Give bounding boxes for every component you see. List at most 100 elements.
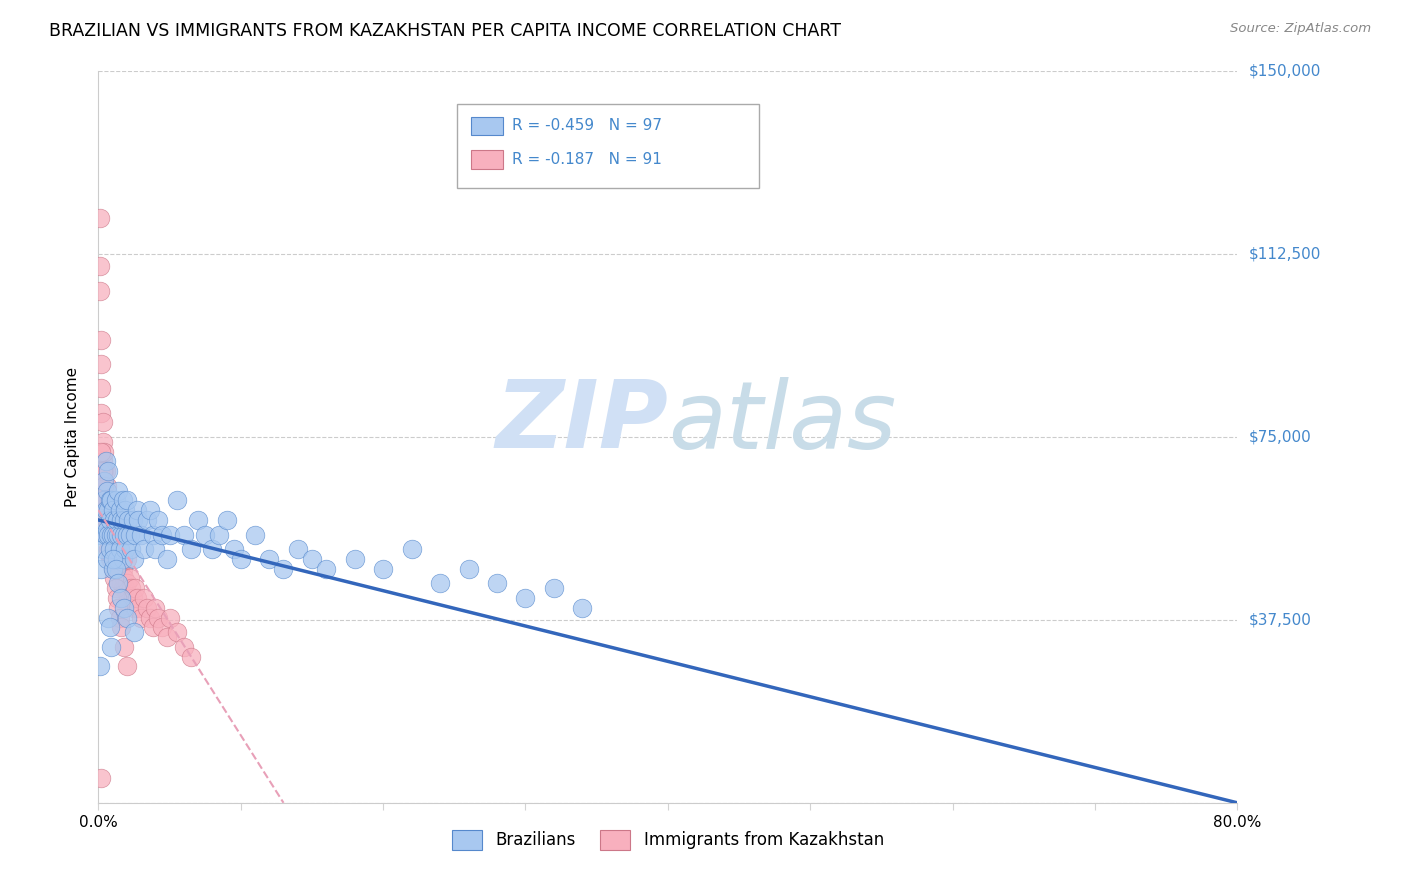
Point <box>96 503 118 517</box>
Point <box>110 527 132 541</box>
Point <box>121 591 143 605</box>
Point <box>89 464 111 478</box>
Point <box>117 513 139 527</box>
Point <box>96 479 118 493</box>
Point <box>145 600 167 615</box>
Point <box>215 513 238 527</box>
Point <box>110 576 132 591</box>
Point <box>122 625 145 640</box>
Point <box>105 513 128 527</box>
Point <box>91 474 114 488</box>
Point <box>98 513 121 527</box>
Point <box>115 552 138 566</box>
Point <box>132 542 155 557</box>
Point <box>187 513 209 527</box>
Point <box>111 552 134 566</box>
Point <box>243 527 266 541</box>
Point <box>121 513 143 527</box>
Point <box>138 503 160 517</box>
Point <box>90 772 112 786</box>
Bar <box>471 151 503 169</box>
Point <box>135 513 157 527</box>
Point <box>115 527 138 541</box>
Point <box>115 493 138 508</box>
Text: atlas: atlas <box>668 377 896 468</box>
Point <box>97 464 120 478</box>
Point <box>543 581 565 595</box>
Point <box>97 513 120 527</box>
Text: $37,500: $37,500 <box>1249 613 1312 627</box>
Point <box>401 542 423 557</box>
Point <box>98 493 121 508</box>
Point <box>103 542 125 557</box>
Point <box>104 527 127 541</box>
Point <box>201 542 224 557</box>
Point <box>159 527 181 541</box>
Text: R = -0.459   N = 97: R = -0.459 N = 97 <box>512 118 662 133</box>
Point <box>107 600 129 615</box>
Point <box>104 552 127 566</box>
Point <box>97 542 120 557</box>
Point <box>94 454 117 468</box>
Point <box>91 434 114 449</box>
Point <box>373 562 395 576</box>
Point <box>127 513 149 527</box>
Point <box>107 576 129 591</box>
Point <box>100 542 122 557</box>
Point <box>110 591 132 605</box>
Point <box>98 542 121 557</box>
Point <box>98 527 121 541</box>
Point <box>343 552 366 566</box>
Point <box>112 572 135 586</box>
Point <box>94 503 117 517</box>
Point <box>91 464 114 478</box>
Point <box>122 552 145 566</box>
Point <box>107 527 129 541</box>
Point <box>103 562 125 576</box>
Point <box>96 527 118 541</box>
Point <box>97 527 120 541</box>
Point <box>125 503 148 517</box>
Point <box>110 552 132 566</box>
Point <box>114 542 136 557</box>
Point <box>112 527 135 541</box>
Point <box>98 513 121 527</box>
Point <box>127 600 149 615</box>
Text: $112,500: $112,500 <box>1249 247 1320 261</box>
Point <box>120 581 142 595</box>
Point <box>97 503 120 517</box>
Point <box>108 542 131 557</box>
Point <box>97 493 120 508</box>
Point <box>105 591 128 605</box>
Point <box>107 483 129 498</box>
Point <box>273 562 295 576</box>
Point <box>429 576 451 591</box>
Point <box>93 479 115 493</box>
Point <box>93 464 115 478</box>
Point <box>152 527 174 541</box>
Point <box>94 513 117 527</box>
Point <box>159 610 181 624</box>
Text: Source: ZipAtlas.com: Source: ZipAtlas.com <box>1230 22 1371 36</box>
Point <box>124 581 146 595</box>
Point <box>96 513 118 527</box>
Point <box>301 552 323 566</box>
Point <box>104 527 127 541</box>
Point <box>96 552 118 566</box>
Point <box>89 284 111 298</box>
Text: ZIP: ZIP <box>495 376 668 468</box>
Bar <box>471 117 503 135</box>
Point <box>98 542 121 557</box>
Point <box>229 552 252 566</box>
Point <box>90 527 112 541</box>
Point <box>96 483 118 498</box>
Point <box>101 552 124 566</box>
Text: $150,000: $150,000 <box>1249 64 1320 78</box>
Point <box>115 610 138 624</box>
Point <box>91 542 114 557</box>
Point <box>152 620 174 634</box>
Point <box>89 211 111 225</box>
Point <box>93 493 115 508</box>
Point <box>315 562 337 576</box>
Point <box>111 581 134 595</box>
